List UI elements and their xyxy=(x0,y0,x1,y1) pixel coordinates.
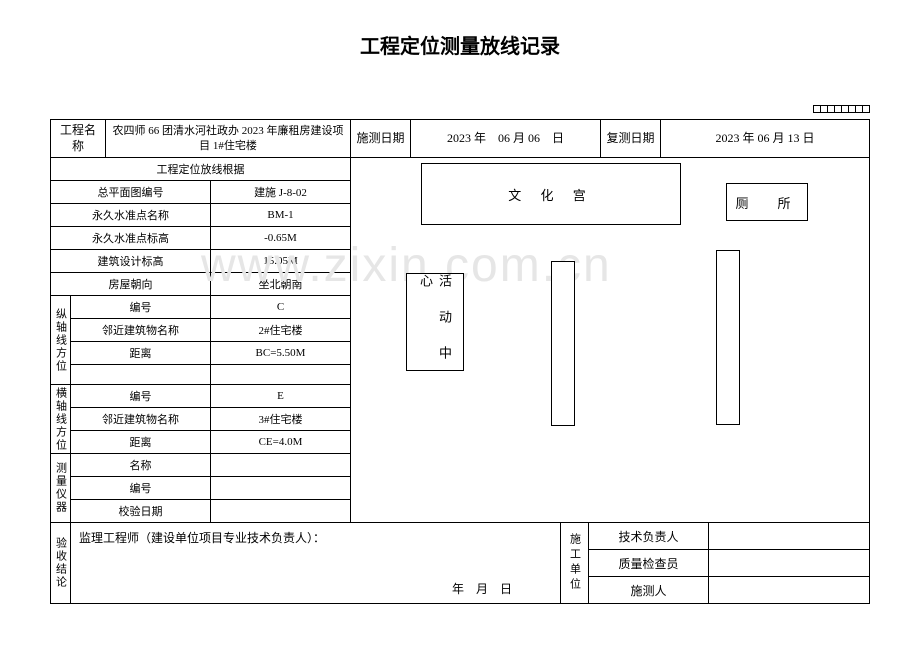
instrument-title: 测量仪器 xyxy=(51,454,71,522)
basis-title: 工程定位放线根据 xyxy=(51,158,350,180)
basis-label: 永久水准点标高 xyxy=(51,227,211,249)
inst-value xyxy=(211,454,350,476)
basis-value: 坐北朝南 xyxy=(211,273,350,295)
role-label: 质量检查员 xyxy=(589,550,709,576)
box-activity: 活 动 中 心 xyxy=(406,273,464,371)
axis-label: 距离 xyxy=(71,342,211,364)
record-table: 工程名称 农四师 66 团清水河社政办 2023 年廉租房建设项目 1#住宅楼 … xyxy=(50,119,870,604)
basis-column: 工程定位放线根据 总平面图编号建施 J-8-02 永久水准点名称BM-1 永久水… xyxy=(51,158,351,522)
role-label: 技术负责人 xyxy=(589,523,709,549)
axis-label: 邻近建筑物名称 xyxy=(71,408,211,430)
horizontal-axis-title: 横轴线方位 xyxy=(51,385,71,453)
survey-date-label: 施测日期 xyxy=(351,120,411,157)
inst-label: 校验日期 xyxy=(71,500,211,522)
basis-label: 总平面图编号 xyxy=(51,181,211,203)
acceptance-title: 验收结论 xyxy=(51,523,71,603)
axis-label xyxy=(71,365,211,384)
basis-label: 建筑设计标高 xyxy=(51,250,211,272)
box-bar1 xyxy=(551,261,575,426)
survey-date-value: 2023 年 06 月 06 日 xyxy=(411,120,601,157)
project-value: 农四师 66 团清水河社政办 2023 年廉租房建设项目 1#住宅楼 xyxy=(106,120,351,157)
box-toilet: 厕 所 xyxy=(726,183,808,221)
axis-value: C xyxy=(211,296,350,318)
axis-label: 编号 xyxy=(71,385,211,407)
role-value xyxy=(709,523,869,549)
box-culture: 文 化 宫 xyxy=(421,163,681,225)
basis-label: 房屋朝向 xyxy=(51,273,211,295)
work-unit-label: 施工单位 xyxy=(561,523,589,603)
axis-label: 编号 xyxy=(71,296,211,318)
role-label: 施测人 xyxy=(589,577,709,603)
acceptance-section: 验收结论 监理工程师（建设单位项目专业技术负责人）： 年 月 日 施工单位 技术… xyxy=(51,522,869,603)
header-row: 工程名称 农四师 66 团清水河社政办 2023 年廉租房建设项目 1#住宅楼 … xyxy=(51,120,869,158)
recheck-date-value: 2023 年 06 月 13 日 xyxy=(661,120,869,157)
axis-value: 2#住宅楼 xyxy=(211,319,350,341)
diagram-area: www.zixin.com.cn 文 化 宫 厕 所 活 动 中 心 xyxy=(351,158,869,522)
axis-value: 3#住宅楼 xyxy=(211,408,350,430)
box-activity-label: 活 动 中 心 xyxy=(416,274,454,370)
axis-value: BC=5.50M xyxy=(211,342,350,364)
role-value xyxy=(709,550,869,576)
basis-label: 永久水准点名称 xyxy=(51,204,211,226)
box-bar2 xyxy=(716,250,740,425)
project-label: 工程名称 xyxy=(51,120,106,157)
basis-value: BM-1 xyxy=(211,204,350,226)
axis-value xyxy=(211,365,350,384)
basis-value: 建施 J-8-02 xyxy=(211,181,350,203)
basis-value: 15.05M xyxy=(211,250,350,272)
axis-label: 邻近建筑物名称 xyxy=(71,319,211,341)
axis-label: 距离 xyxy=(71,431,211,453)
inst-value xyxy=(211,500,350,522)
vertical-axis-title: 纵轴线方位 xyxy=(51,296,71,384)
inst-value xyxy=(211,477,350,499)
page-title: 工程定位测量放线记录 xyxy=(0,0,920,99)
inst-label: 名称 xyxy=(71,454,211,476)
supervisor-label: 监理工程师（建设单位项目专业技术负责人）： xyxy=(79,529,552,546)
role-value xyxy=(709,577,869,603)
axis-value: CE=4.0M xyxy=(211,431,350,453)
basis-value: -0.65M xyxy=(211,227,350,249)
checkbox-row xyxy=(814,105,870,116)
acceptance-date: 年 月 日 xyxy=(79,580,552,597)
recheck-date-label: 复测日期 xyxy=(601,120,661,157)
axis-value: E xyxy=(211,385,350,407)
inst-label: 编号 xyxy=(71,477,211,499)
